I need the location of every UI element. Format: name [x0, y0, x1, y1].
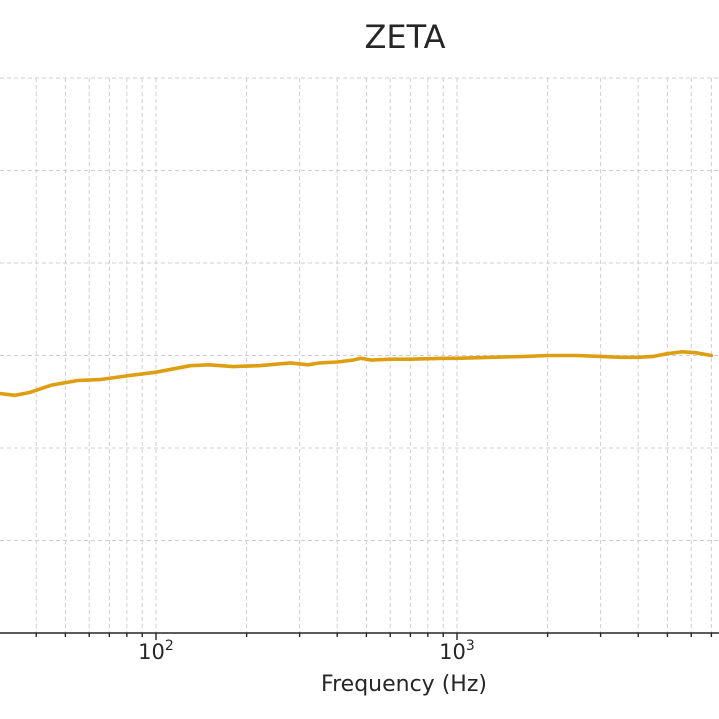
- series-line-layer: [0, 350, 714, 398]
- x-tick-label: 103: [439, 638, 475, 664]
- x-tick-label: 102: [138, 638, 174, 664]
- x-axis: 102 103: [0, 632, 719, 664]
- x-axis-label: Frequency (Hz): [321, 672, 487, 697]
- series-line: [0, 350, 714, 398]
- grid: [0, 77, 719, 633]
- chart-title: ZETA: [364, 18, 445, 56]
